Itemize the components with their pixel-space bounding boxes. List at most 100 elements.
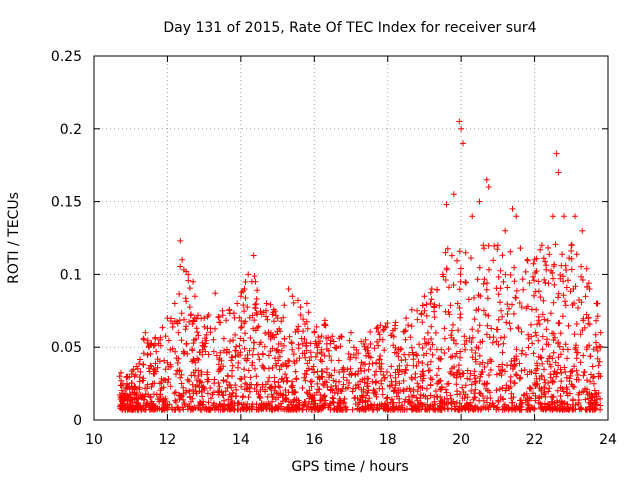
roti-cloud-point: [278, 347, 285, 354]
roti-cloud-point: [423, 301, 430, 308]
roti-cloud-point: [136, 360, 143, 367]
roti-cloud-point: [237, 324, 244, 331]
roti-cloud-point: [389, 399, 396, 406]
roti-cloud-point: [310, 363, 317, 370]
roti-cloud-point: [144, 400, 151, 406]
roti-cloud-point: [430, 405, 437, 412]
roti-cloud-point: [547, 310, 554, 317]
roti-cloud-point: [381, 347, 388, 354]
roti-cloud-point: [402, 396, 409, 403]
roti-cloud-point: [301, 370, 308, 377]
roti-cloud-point: [448, 332, 454, 339]
roti-cloud-point: [486, 402, 493, 409]
roti-cloud-point: [560, 292, 567, 299]
roti-cloud-point: [371, 345, 378, 352]
roti-cloud-point: [153, 391, 160, 398]
roti-cloud-point: [508, 390, 515, 397]
roti-cloud-point: [273, 360, 279, 367]
roti-cloud-point: [364, 389, 371, 396]
roti-cloud-point: [427, 346, 434, 353]
roti-cloud-point: [390, 333, 397, 340]
roti-cloud-point: [494, 404, 501, 411]
roti-cloud-point: [238, 383, 245, 390]
roti-cloud-point: [300, 401, 307, 408]
roti-cloud-point: [276, 353, 283, 360]
roti-cloud-point: [467, 370, 474, 377]
roti-cloud-point: [427, 358, 434, 365]
roti-cloud-point: [379, 385, 386, 392]
roti-cloud-point: [183, 340, 190, 347]
roti-cloud-point: [468, 255, 474, 261]
roti-cloud-point: [181, 349, 188, 356]
roti-cloud-point: [300, 316, 307, 323]
roti-point: [456, 118, 463, 125]
roti-cloud-point: [538, 404, 545, 411]
roti-cloud-point: [421, 406, 428, 413]
roti-cloud-point: [591, 400, 597, 407]
roti-cloud-point: [323, 340, 330, 347]
roti-cloud-point: [457, 265, 464, 272]
roti-cloud-point: [454, 300, 461, 307]
data-points: [116, 118, 604, 413]
roti-cloud-point: [274, 346, 281, 353]
roti-cloud-point: [471, 405, 478, 412]
roti-cloud-point: [493, 387, 500, 394]
roti-cloud-point: [299, 340, 306, 347]
roti-cloud-point: [542, 393, 549, 400]
roti-cloud-point: [220, 392, 227, 399]
roti-cloud-point: [121, 395, 128, 402]
roti-cloud-point: [182, 326, 189, 333]
roti-cloud-point: [414, 380, 421, 387]
roti-cloud-point: [233, 347, 239, 354]
roti-cloud-point: [316, 386, 323, 393]
roti-cloud-point: [547, 374, 554, 381]
roti-cloud-point: [295, 297, 301, 304]
roti-cloud-point: [594, 313, 601, 320]
roti-cloud-point: [414, 397, 421, 404]
roti-cloud-point: [507, 325, 514, 332]
roti-cloud-point: [445, 346, 452, 352]
roti-cloud-point: [583, 346, 590, 353]
roti-cloud-point: [195, 332, 202, 339]
y-axis-label: ROTI / TECUs: [6, 192, 22, 284]
roti-cloud-point: [169, 406, 176, 413]
roti-cloud-point: [592, 331, 599, 338]
roti-cloud-point: [584, 377, 590, 384]
roti-cloud-point: [378, 380, 385, 387]
roti-cloud-point: [117, 402, 124, 409]
roti-cloud-point: [241, 366, 247, 373]
roti-cloud-point: [429, 376, 436, 383]
roti-cloud-point: [322, 400, 329, 407]
roti-point: [531, 256, 538, 263]
roti-cloud-point: [415, 358, 422, 365]
roti-cloud-point: [424, 329, 431, 336]
roti-cloud-point: [180, 396, 187, 403]
roti-cloud-point: [471, 394, 478, 401]
roti-cloud-point: [215, 380, 222, 386]
roti-cloud-point: [303, 347, 310, 354]
roti-cloud-point: [551, 281, 558, 288]
roti-point: [175, 329, 182, 336]
roti-cloud-point: [450, 321, 456, 328]
roti-point: [219, 307, 226, 314]
roti-cloud-point: [517, 245, 524, 252]
roti-cloud-point: [166, 401, 173, 408]
roti-cloud-point: [429, 351, 436, 358]
roti-cloud-point: [140, 377, 147, 384]
x-tick-label: 24: [599, 432, 617, 448]
roti-cloud-point: [538, 355, 545, 361]
roti-cloud-point: [155, 396, 161, 403]
roti-cloud-point: [487, 356, 494, 363]
roti-cloud-point: [316, 374, 323, 381]
roti-cloud-point: [200, 398, 207, 405]
roti-cloud-point: [404, 406, 410, 412]
x-tick-label: 22: [526, 432, 544, 448]
roti-cloud-point: [281, 335, 288, 342]
roti-cloud-point: [547, 363, 554, 370]
roti-cloud-point: [205, 351, 212, 358]
roti-cloud-point: [425, 339, 432, 346]
roti-cloud-point: [216, 383, 223, 390]
roti-cloud-point: [295, 323, 302, 330]
roti-cloud-point: [432, 388, 439, 395]
roti-cloud-point: [419, 360, 426, 366]
